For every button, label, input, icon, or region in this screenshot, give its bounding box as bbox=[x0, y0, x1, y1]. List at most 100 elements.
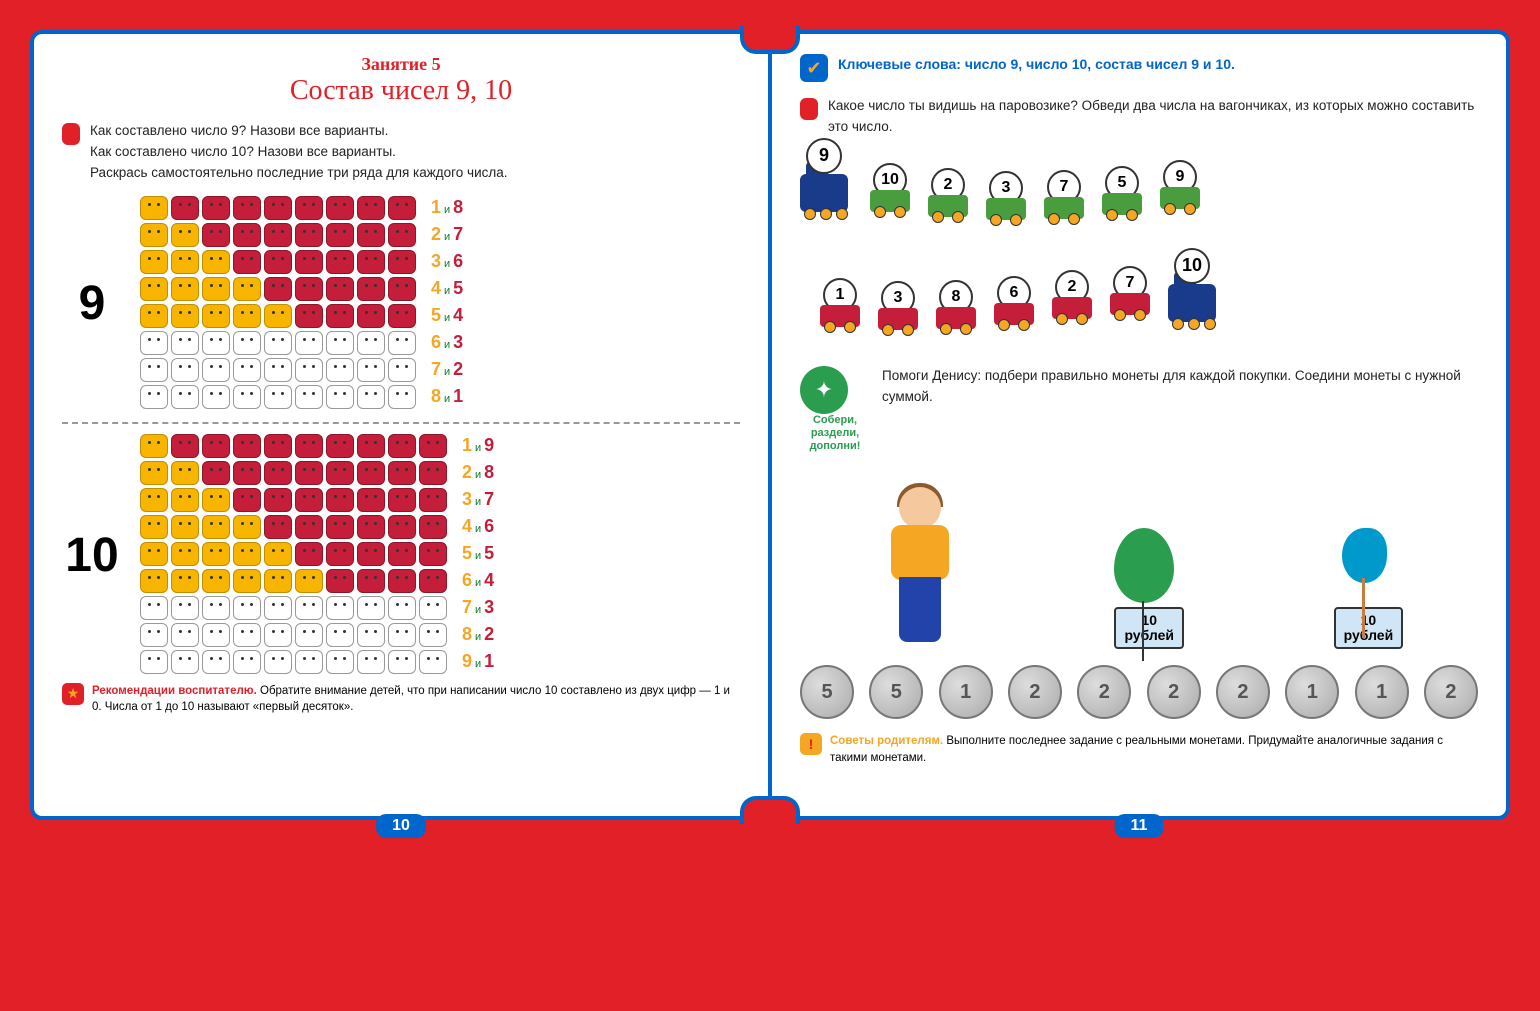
square-icon bbox=[233, 223, 261, 247]
wagon: 1 bbox=[820, 283, 870, 333]
square-icon bbox=[295, 488, 323, 512]
row-label: 1и8 bbox=[431, 197, 463, 218]
square-icon bbox=[264, 385, 292, 409]
square-icon bbox=[388, 223, 416, 247]
page-number: 11 bbox=[1115, 814, 1164, 838]
train-2: 13862710 bbox=[800, 260, 1478, 350]
square-icon bbox=[171, 250, 199, 274]
keywords-label: Ключевые слова: bbox=[838, 56, 961, 72]
square-icon bbox=[326, 223, 354, 247]
square-icon bbox=[326, 434, 354, 458]
task-block: Какое число ты видишь на паровозике? Обв… bbox=[800, 96, 1478, 138]
square-icon bbox=[140, 650, 168, 674]
coin: 1 bbox=[1355, 665, 1409, 719]
train-area: 91023759 13862710 bbox=[800, 150, 1478, 350]
square-icon bbox=[264, 461, 292, 485]
coin: 2 bbox=[1008, 665, 1062, 719]
price-tag: 10 рублей bbox=[1334, 607, 1404, 650]
page-left: Занятие 5 Состав чисел 9, 10 Как составл… bbox=[30, 30, 770, 820]
teacher-advice: ★ Рекомендации воспитателю. Обратите вни… bbox=[62, 683, 740, 715]
square-icon bbox=[233, 385, 261, 409]
square-icon bbox=[202, 250, 230, 274]
square-icon bbox=[295, 569, 323, 593]
square-icon bbox=[295, 385, 323, 409]
square-icon bbox=[264, 569, 292, 593]
square-icon bbox=[388, 250, 416, 274]
square-icon bbox=[233, 515, 261, 539]
square-icon bbox=[295, 434, 323, 458]
square-icon bbox=[326, 596, 354, 620]
row-label: 6и3 bbox=[431, 332, 463, 353]
square-icon bbox=[140, 223, 168, 247]
composition-row: 1и8 bbox=[140, 196, 740, 220]
square-icon bbox=[202, 488, 230, 512]
page-right: ✔ Ключевые слова: число 9, число 10, сос… bbox=[770, 30, 1510, 820]
square-icon bbox=[202, 331, 230, 355]
square-icon bbox=[171, 596, 199, 620]
square-icon bbox=[233, 623, 261, 647]
advice-text: Рекомендации воспитателю. Обратите внима… bbox=[92, 683, 740, 715]
composition-row: 1и9 bbox=[140, 434, 740, 458]
square-icon bbox=[264, 488, 292, 512]
square-icon bbox=[357, 196, 385, 220]
square-icon bbox=[388, 623, 416, 647]
square-icon bbox=[357, 569, 385, 593]
coin: 1 bbox=[1285, 665, 1339, 719]
square-icon bbox=[264, 331, 292, 355]
square-icon bbox=[295, 650, 323, 674]
square-icon bbox=[326, 358, 354, 382]
square-icon bbox=[326, 331, 354, 355]
spine-notch bbox=[740, 796, 800, 824]
big-number: 10 bbox=[62, 528, 122, 583]
square-icon bbox=[388, 569, 416, 593]
number-blocks: 91и82и73и64и55и46и37и28и1101и92и83и74и65… bbox=[62, 196, 740, 677]
square-icon bbox=[388, 304, 416, 328]
square-icon bbox=[171, 461, 199, 485]
task-line: Как составлено число 9? Назови все вариа… bbox=[90, 121, 508, 142]
row-label: 3и7 bbox=[462, 489, 494, 510]
star-icon: ★ bbox=[62, 683, 84, 705]
square-icon bbox=[388, 385, 416, 409]
square-icon bbox=[171, 434, 199, 458]
square-icon bbox=[140, 250, 168, 274]
puzzle-icon: ✦ bbox=[800, 366, 848, 414]
square-icon bbox=[357, 461, 385, 485]
square-icon bbox=[264, 542, 292, 566]
square-icon bbox=[295, 461, 323, 485]
square-icon bbox=[233, 277, 261, 301]
square-icon bbox=[233, 569, 261, 593]
row-label: 4и6 bbox=[462, 516, 494, 537]
square-icon bbox=[233, 196, 261, 220]
price-currency: рублей bbox=[1344, 627, 1394, 643]
square-icon bbox=[264, 623, 292, 647]
square-icon bbox=[388, 650, 416, 674]
square-icon bbox=[388, 331, 416, 355]
square-icon bbox=[326, 250, 354, 274]
wagon: 9 bbox=[1160, 165, 1210, 215]
square-icon bbox=[264, 223, 292, 247]
task-line: Как составлено число 10? Назови все вари… bbox=[90, 142, 508, 163]
square-icon bbox=[357, 623, 385, 647]
square-icon bbox=[295, 358, 323, 382]
square-icon bbox=[233, 596, 261, 620]
square-icon bbox=[202, 358, 230, 382]
square-icon bbox=[357, 250, 385, 274]
square-icon bbox=[419, 596, 447, 620]
square-icon bbox=[326, 277, 354, 301]
boy-illustration bbox=[875, 479, 965, 649]
square-icon bbox=[295, 515, 323, 539]
row-label: 5и4 bbox=[431, 305, 463, 326]
row-label: 8и2 bbox=[462, 624, 494, 645]
square-icon bbox=[388, 434, 416, 458]
row-label: 9и1 bbox=[462, 651, 494, 672]
composition-row: 6и4 bbox=[140, 569, 740, 593]
advice-title: Советы родителям. bbox=[830, 735, 943, 747]
square-icon bbox=[140, 542, 168, 566]
square-icon bbox=[264, 596, 292, 620]
square-icon bbox=[140, 461, 168, 485]
keywords-content: число 9, число 10, состав чисел 9 и 10. bbox=[965, 56, 1235, 72]
wagon: 5 bbox=[1102, 171, 1152, 221]
square-icon bbox=[202, 223, 230, 247]
wagon: 2 bbox=[1052, 275, 1102, 325]
square-icon bbox=[202, 196, 230, 220]
